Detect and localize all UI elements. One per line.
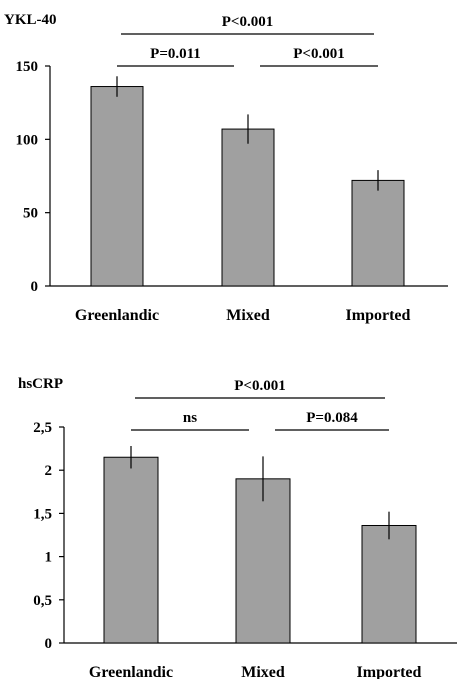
chart1-y-tick-label: 0 [31,279,39,295]
chart1-significance-label: P<0.001 [293,46,344,62]
chart1-category-label: Mixed [226,307,270,324]
chart1-significance-label: P=0.011 [150,46,201,62]
chart1-bar-mixed [221,128,275,287]
chart1-y-axis-label: YKL-40 [4,12,57,28]
chart2-y-tick-label: 0 [45,636,53,652]
chart1-category-label: Imported [346,307,411,324]
chart2-category-label: Greenlandic [89,664,173,679]
chart2-y-tick-label: 0,5 [33,593,52,609]
chart2-bar-mixed [235,478,291,644]
chart2-significance-label: P<0.001 [234,378,285,394]
chart1-y-tick-label: 150 [16,59,39,75]
chart2-category-label: Imported [357,664,422,679]
chart2-category-label: Mixed [241,664,285,679]
chart2-y-tick-label: 2,5 [33,420,52,436]
chart1-y-tick-label: 50 [23,206,38,222]
chart1-significance-label: P<0.001 [222,14,273,30]
chart1-bar-imported [351,179,405,287]
chart1-category-label: Greenlandic [75,307,159,324]
chart1-y-tick-label: 100 [16,132,39,148]
chart2-bar-imported [361,524,417,644]
chart2-bar-greenlandic [103,456,159,644]
chart2-significance-label: P=0.084 [306,410,358,426]
chart2-y-tick-label: 2 [45,463,53,479]
chart1-bar-greenlandic [90,86,144,287]
chart2-significance-label: ns [183,410,197,426]
chart2-y-axis-label: hsCRP [18,376,63,392]
chart2-y-tick-label: 1,5 [33,506,52,522]
chart2-y-tick-label: 1 [45,550,53,566]
